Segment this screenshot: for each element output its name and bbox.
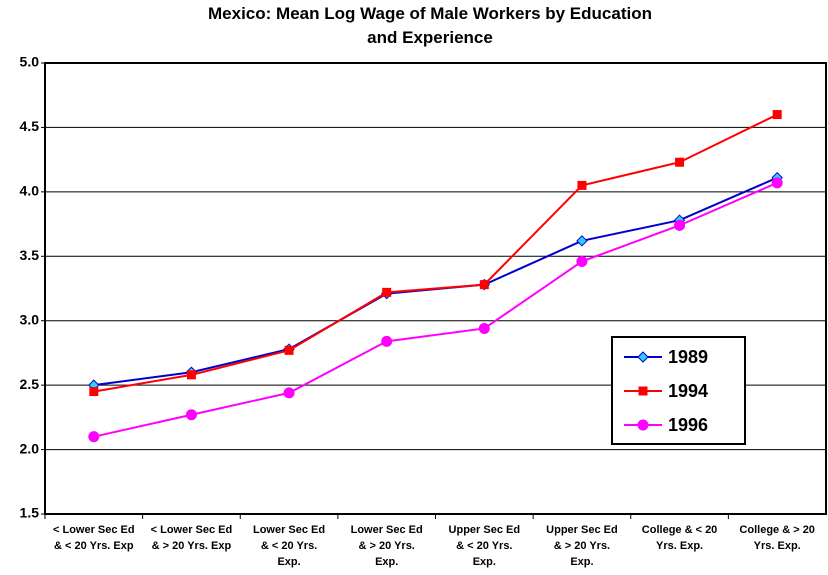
data-point: [576, 235, 588, 247]
y-tick-label: 5.0: [20, 54, 40, 70]
y-tick-label: 3.0: [20, 311, 40, 327]
data-point: [772, 110, 782, 120]
x-tick-label: Lower Sec Ed & > 20 Yrs. Exp.: [350, 524, 423, 568]
data-point: [381, 335, 393, 347]
legend-marker: [637, 351, 649, 363]
series-line: [93, 181, 778, 438]
series-line: [93, 113, 778, 393]
y-tick-label: 2.5: [20, 376, 40, 392]
legend-marker: [637, 419, 649, 431]
data-point: [382, 287, 392, 297]
legend-label: 1989: [668, 347, 708, 367]
data-point: [284, 345, 294, 355]
data-point: [478, 322, 490, 334]
data-point: [185, 409, 197, 421]
data-point: [479, 280, 489, 290]
y-tick-label: 1.5: [20, 505, 40, 521]
legend-marker: [638, 386, 648, 396]
x-tick-label: Lower Sec Ed & < 20 Yrs. Exp.: [252, 524, 326, 568]
chart-title: Mexico: Mean Log Wage of Male Workers by…: [208, 4, 652, 47]
x-tick-label: Upper Sec Ed & > 20 Yrs. Exp.: [546, 524, 618, 568]
data-point: [771, 177, 783, 189]
y-tick-label: 4.0: [20, 183, 40, 199]
x-tick-label: College & < 20 Yrs. Exp.: [641, 524, 718, 552]
y-tick-label: 3.5: [20, 247, 40, 263]
data-point: [577, 180, 587, 190]
data-point: [576, 255, 588, 267]
x-tick-label: < Lower Sec Ed & < 20 Yrs. Exp: [53, 524, 135, 552]
data-point: [89, 387, 99, 397]
data-point: [675, 157, 685, 167]
x-tick-label: < Lower Sec Ed & > 20 Yrs. Exp: [150, 524, 233, 552]
data-point: [186, 370, 196, 380]
y-tick-label: 2.0: [20, 440, 40, 456]
y-tick-label: 4.5: [20, 118, 40, 134]
x-tick-label: Upper Sec Ed & < 20 Yrs. Exp.: [448, 524, 521, 568]
legend-label: 1996: [668, 415, 708, 435]
data-point: [674, 219, 686, 231]
data-point: [88, 431, 100, 443]
data-point: [283, 387, 295, 399]
x-tick-label: College & > 20 Yrs. Exp.: [739, 524, 815, 552]
legend-label: 1994: [668, 381, 708, 401]
